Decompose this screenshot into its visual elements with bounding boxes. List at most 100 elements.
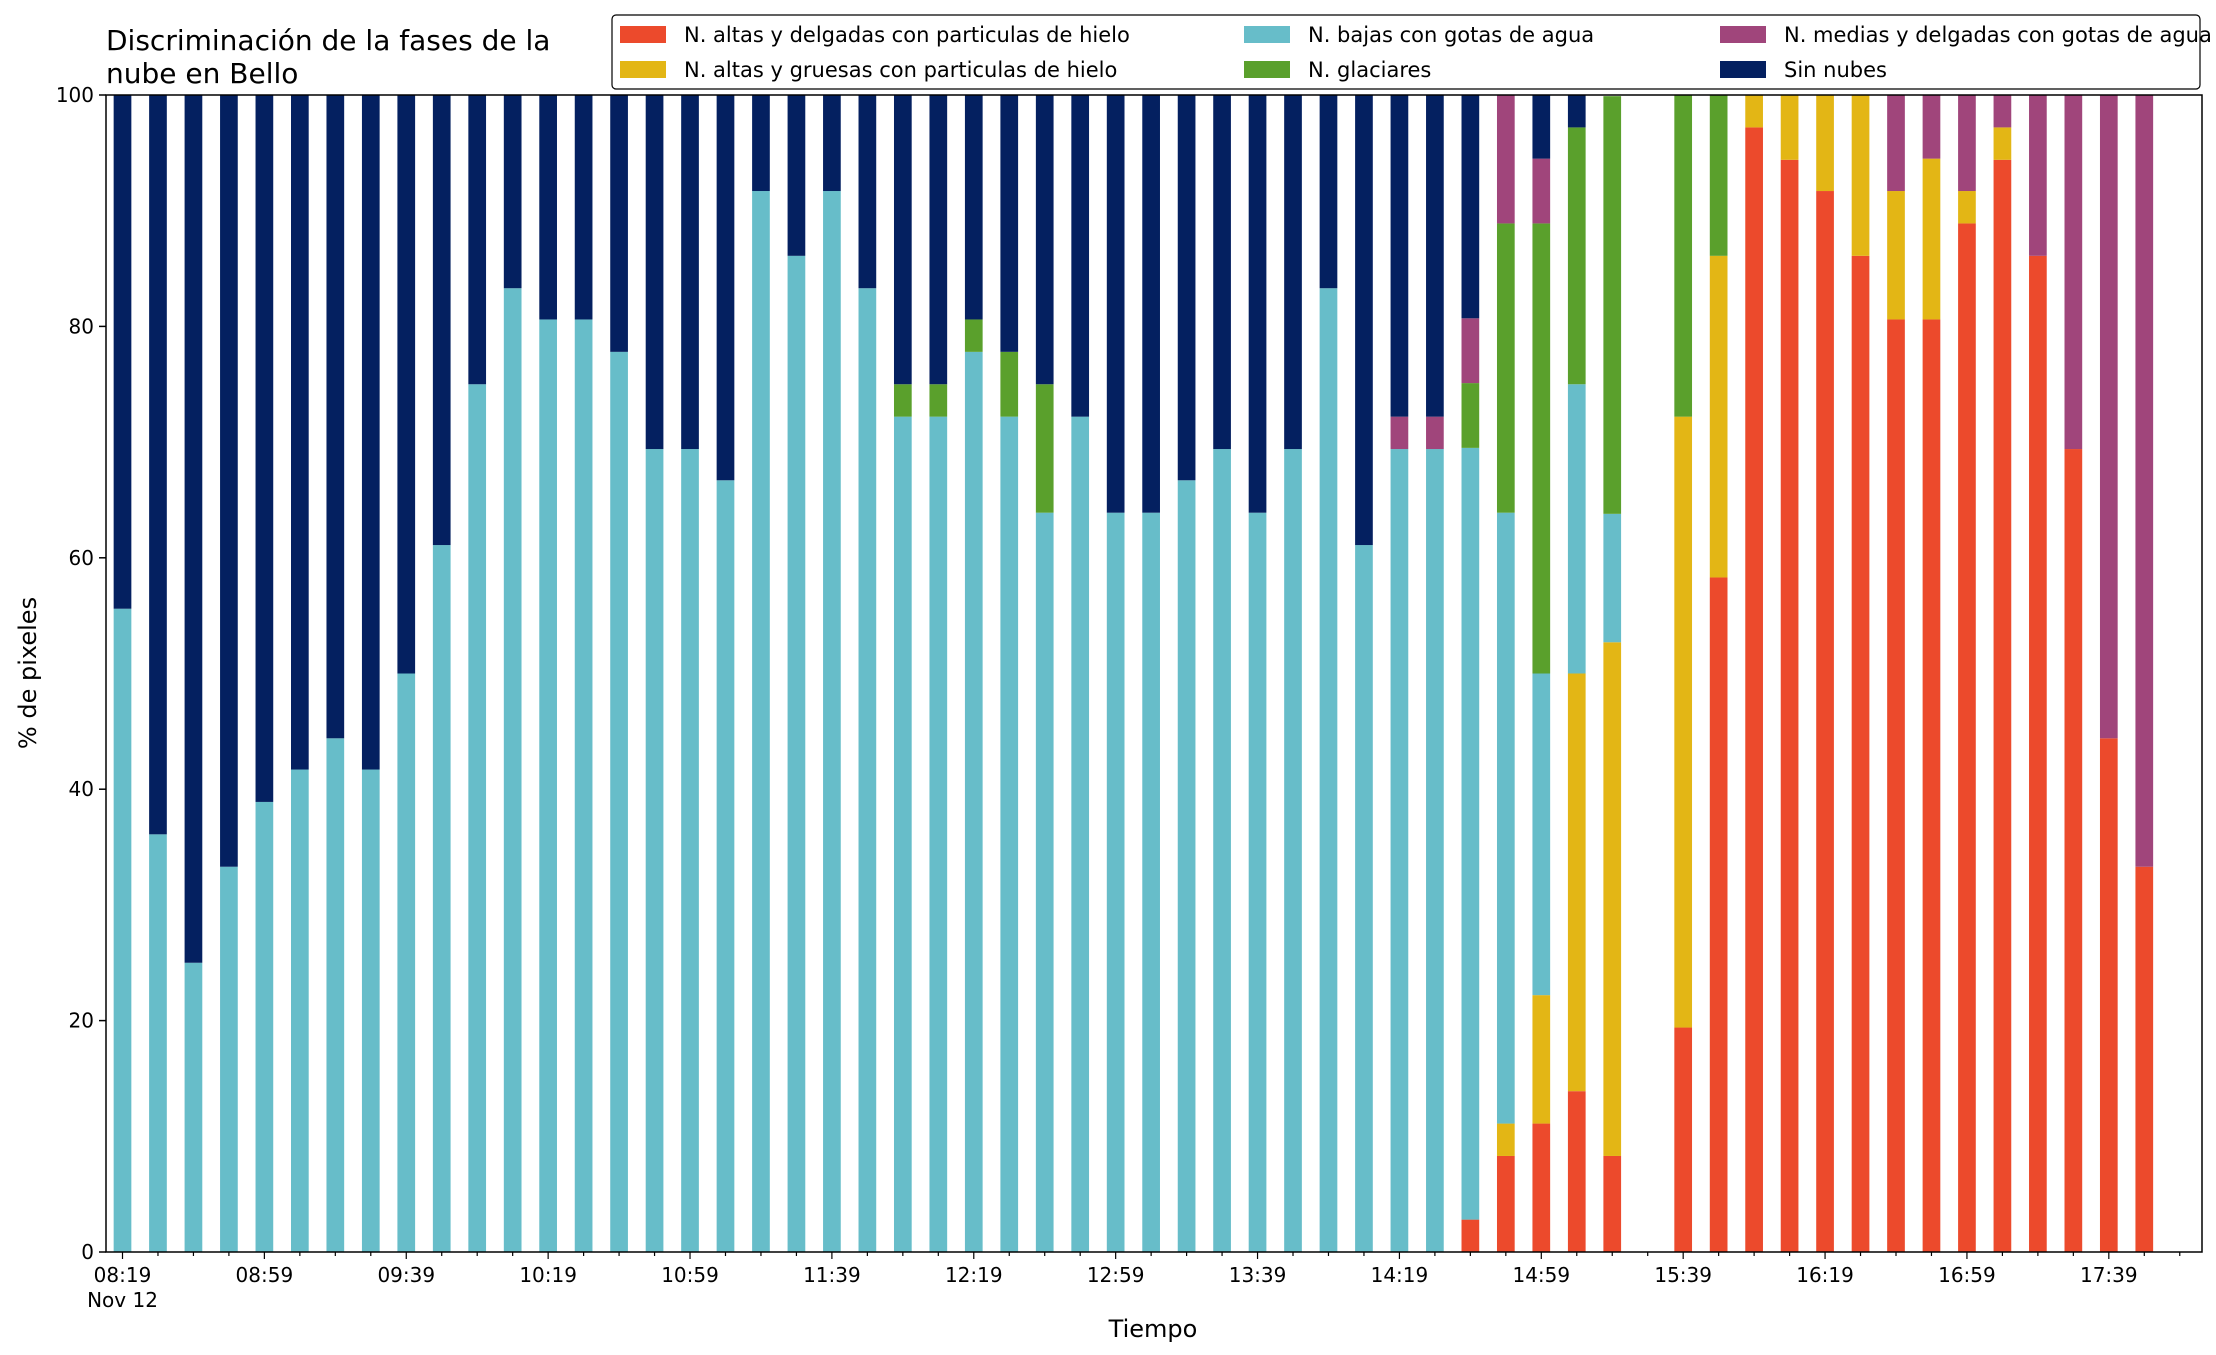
- bar-segment: [1958, 223, 1976, 1253]
- bar-segment: [1603, 513, 1622, 643]
- y-tick-label: 100: [56, 83, 94, 107]
- chart-title: Discriminación de la fases de la nube en…: [106, 24, 559, 90]
- bar-segment: [1496, 512, 1515, 1124]
- bar-segment: [929, 95, 948, 385]
- bar-segment: [2029, 255, 2047, 1252]
- legend-swatch: [1720, 26, 1766, 43]
- bar-segment: [1851, 95, 1870, 256]
- bar-segment: [1993, 95, 2012, 128]
- bar-segment: [1355, 95, 1373, 546]
- bar-segment: [1851, 255, 1870, 1252]
- x-tick-label: 14:59: [1512, 1263, 1570, 1287]
- bar-segment: [1532, 95, 1551, 159]
- bar-segment: [503, 95, 522, 289]
- bar-segment: [1071, 95, 1090, 417]
- bar-segment: [645, 449, 664, 1252]
- bar-segment: [787, 255, 806, 1252]
- bar-segment: [1922, 319, 1941, 1253]
- bar-segment: [1958, 191, 1976, 224]
- bar-segment: [1248, 95, 1267, 513]
- bar-segment: [752, 191, 770, 1252]
- bar-segment: [1284, 449, 1302, 1252]
- bar-segment: [610, 95, 628, 352]
- bar-segment: [858, 288, 877, 1253]
- bar-segment: [1106, 512, 1125, 1252]
- bar-segment: [361, 769, 380, 1252]
- bar-segment: [823, 95, 841, 192]
- bar-segment: [1709, 95, 1728, 256]
- bar-segment: [1567, 1091, 1586, 1252]
- y-tick-label: 20: [69, 1009, 94, 1033]
- bar-segment: [539, 319, 557, 1253]
- bar-segment: [1603, 642, 1622, 1156]
- x-tick-label: 08:59: [236, 1263, 294, 1287]
- x-tick-label: 10:19: [519, 1263, 577, 1287]
- bar-segment: [681, 95, 699, 450]
- bar-segment: [1674, 95, 1693, 417]
- legend-label: N. bajas con gotas de agua: [1308, 23, 1594, 47]
- bar-segment: [1390, 416, 1409, 450]
- bar-segment: [1426, 416, 1444, 450]
- bar-segment: [1319, 288, 1338, 1253]
- bar-segment: [1213, 449, 1231, 1252]
- bar-segment: [823, 191, 841, 1252]
- bar-segment: [1958, 95, 1976, 192]
- x-tick-label: 16:19: [1796, 1263, 1854, 1287]
- bar-segment: [291, 95, 309, 770]
- bar-segment: [326, 95, 345, 739]
- bar-segment: [1390, 95, 1409, 417]
- bar-segment: [1000, 416, 1019, 1252]
- bar-segment: [1674, 416, 1693, 1028]
- bar-segment: [1922, 95, 1941, 159]
- bar-segment: [893, 95, 912, 385]
- bar-segment: [893, 416, 912, 1252]
- bar-segment: [964, 319, 983, 352]
- bar-segment: [503, 288, 522, 1253]
- plot-frame: [105, 94, 2203, 1253]
- bar-segment: [2135, 95, 2154, 867]
- bar-segment: [1603, 1155, 1622, 1252]
- bar-segment: [1532, 673, 1551, 996]
- bar-segment: [1071, 416, 1090, 1252]
- bar-segment: [1993, 127, 2012, 160]
- bar-segment: [1035, 512, 1054, 1252]
- bar-segment: [1461, 318, 1480, 384]
- legend-swatch: [620, 26, 666, 43]
- legend: N. altas y delgadas con particulas de hi…: [611, 14, 2212, 90]
- bar-segment: [574, 319, 593, 1253]
- bar-segment: [1142, 512, 1160, 1252]
- y-axis-label: % de pixeles: [14, 597, 42, 749]
- bar-segment: [2064, 449, 2083, 1252]
- bar-segment: [1887, 191, 1905, 320]
- y-tick-label: 0: [81, 1240, 94, 1264]
- bar-segment: [858, 95, 877, 289]
- bar-segment: [1567, 384, 1586, 674]
- legend-swatch: [1244, 26, 1290, 43]
- y-tick-label: 40: [69, 777, 94, 801]
- bar-segment: [1496, 223, 1515, 513]
- bar-segment: [255, 801, 274, 1252]
- bar-segment: [1390, 449, 1409, 1252]
- bar-segment: [2029, 95, 2047, 256]
- bar-segment: [1142, 95, 1160, 513]
- x-axis-label: Tiempo: [1108, 1315, 1198, 1343]
- bar-segment: [1496, 95, 1515, 224]
- bar-segment: [539, 95, 557, 320]
- bar-segment: [2135, 866, 2154, 1252]
- bar-segment: [184, 95, 203, 963]
- x-tick-label: 12:59: [1087, 1263, 1145, 1287]
- bar-segment: [184, 962, 203, 1252]
- bar-segment: [1816, 191, 1834, 1252]
- bar-segment: [1035, 95, 1054, 385]
- x-tick-label: 09:39: [377, 1263, 435, 1287]
- bar-segment: [361, 95, 380, 770]
- bar-segment: [1248, 512, 1267, 1252]
- bar-segment: [610, 351, 628, 1253]
- bar-segment: [149, 834, 167, 1252]
- bar-segment: [1603, 96, 1622, 514]
- bar-segment: [716, 95, 735, 481]
- bar-segment: [752, 95, 770, 192]
- bar-segment: [432, 95, 451, 546]
- legend-swatch: [620, 61, 666, 78]
